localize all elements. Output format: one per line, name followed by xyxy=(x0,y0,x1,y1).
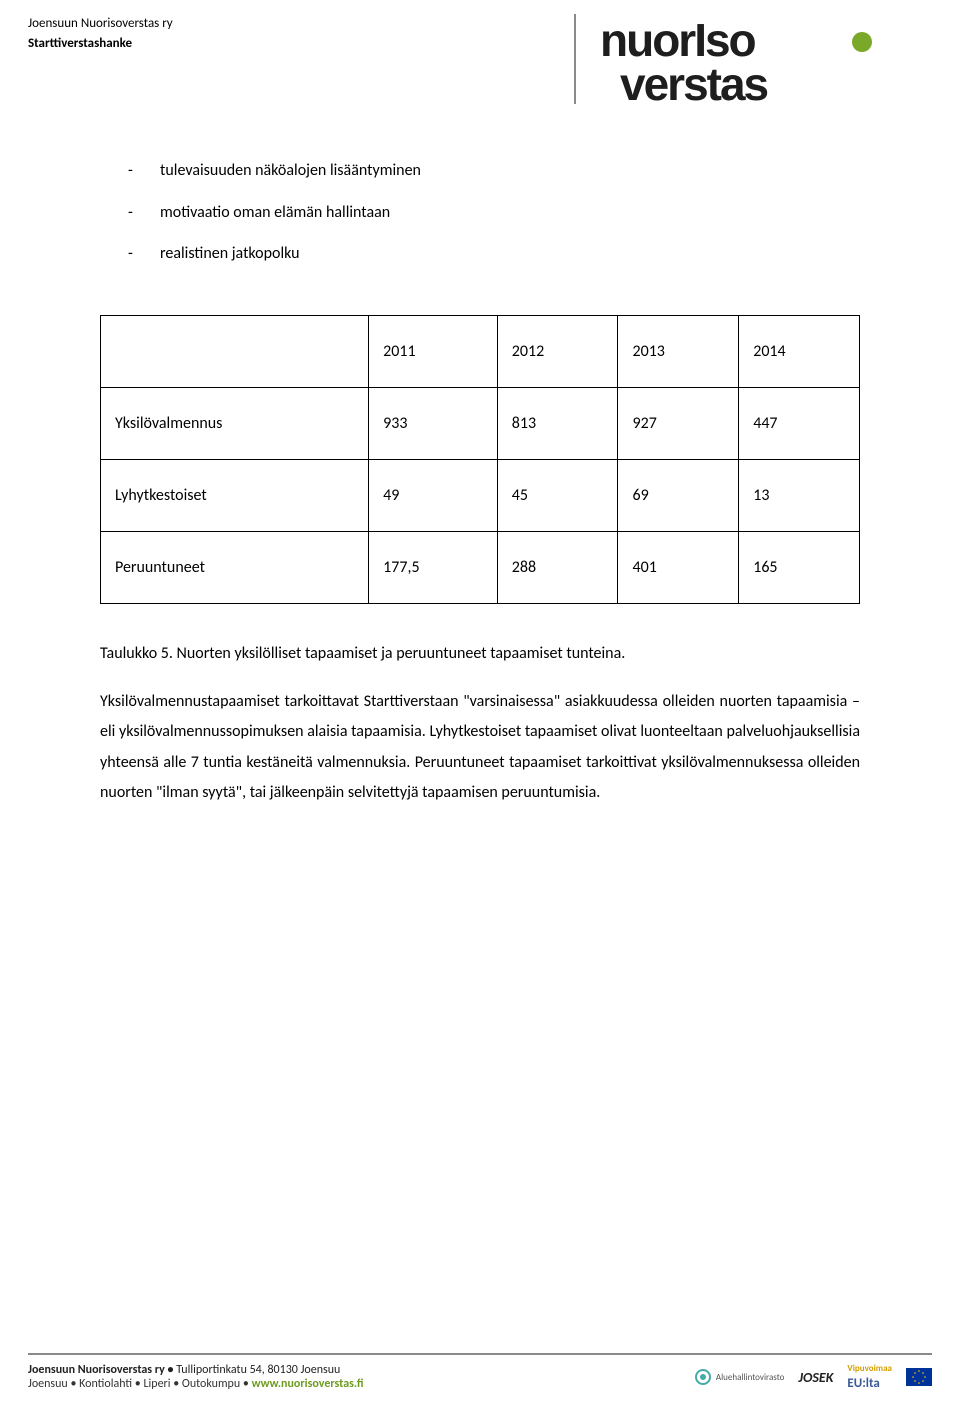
logo-separator xyxy=(574,14,576,104)
body-paragraph: Yksilövalmennustapaamiset tarkoittavat S… xyxy=(100,687,860,809)
table-row: Yksilövalmennus 933 813 927 447 xyxy=(101,387,860,459)
avi-logo: Aluehallintovirasto xyxy=(694,1368,784,1386)
table-cell: 933 xyxy=(369,387,498,459)
table-row: Peruuntuneet 177,5 288 401 165 xyxy=(101,531,860,603)
table-cell: 165 xyxy=(739,531,860,603)
list-item: tulevaisuuden näköalojen lisääntyminen xyxy=(128,150,860,192)
table-col-header: 2013 xyxy=(618,315,739,387)
table-cell: 45 xyxy=(497,459,618,531)
table-col-header: 2012 xyxy=(497,315,618,387)
table-cell: 13 xyxy=(739,459,860,531)
footer-org-name: Joensuun Nuorisoverstas ry xyxy=(28,1363,165,1377)
table-col-header: 2011 xyxy=(369,315,498,387)
list-item: motivaatio oman elämän hallintaan xyxy=(128,192,860,234)
footer-text: Joensuun Nuorisoverstas ry • Tulliportin… xyxy=(28,1363,364,1391)
josek-label: JOSEK xyxy=(798,1369,833,1386)
footer-line2: Joensuu • Kontiolahti • Liperi • Outokum… xyxy=(28,1377,364,1391)
table-cell: 813 xyxy=(497,387,618,459)
table-cell: 401 xyxy=(618,531,739,603)
footer-url: www.nuorisoverstas.fi xyxy=(252,1377,364,1391)
table-cell: 447 xyxy=(739,387,860,459)
list-item: realistinen jatkopolku xyxy=(128,233,860,275)
footer-cities: Joensuu • Kontiolahti • Liperi • Outokum… xyxy=(28,1377,252,1391)
table-caption: Taulukko 5. Nuorten yksilölliset tapaami… xyxy=(100,644,860,663)
vipu-top: Vipuvoimaa xyxy=(847,1364,892,1373)
data-table: 2011 2012 2013 2014 Yksilövalmennus 933 … xyxy=(100,315,860,604)
table-row-label: Yksilövalmennus xyxy=(101,387,369,459)
bullet-list: tulevaisuuden näköalojen lisääntyminen m… xyxy=(128,150,860,275)
table-cell: 49 xyxy=(369,459,498,531)
table-cell: 69 xyxy=(618,459,739,531)
avi-icon xyxy=(694,1368,712,1386)
page-content: tulevaisuuden näköalojen lisääntyminen m… xyxy=(100,150,860,808)
table-cell: 927 xyxy=(618,387,739,459)
footer-logos: Aluehallintovirasto JOSEK Vipuvoimaa EU:… xyxy=(694,1364,932,1390)
table-col-header: 2014 xyxy=(739,315,860,387)
page-footer: Joensuun Nuorisoverstas ry • Tulliportin… xyxy=(28,1353,932,1391)
vipuvoimaa-logo: Vipuvoimaa EU:lta xyxy=(847,1364,892,1390)
table-cell: 288 xyxy=(497,531,618,603)
table-row-label: Lyhytkestoiset xyxy=(101,459,369,531)
eu-flag-icon xyxy=(906,1368,932,1386)
table-cell: 177,5 xyxy=(369,531,498,603)
footer-address: Tulliportinkatu 54, 80130 Joensuu xyxy=(176,1363,340,1377)
table-row-label: Peruuntuneet xyxy=(101,531,369,603)
footer-line1: Joensuun Nuorisoverstas ry • Tulliportin… xyxy=(28,1363,364,1377)
vipu-bottom: EU:lta xyxy=(847,1377,879,1390)
table-row: Lyhytkestoiset 49 45 69 13 xyxy=(101,459,860,531)
logo-svg: nuorIso verstas xyxy=(600,14,880,109)
footer-sep: • xyxy=(165,1363,176,1377)
avi-label: Aluehallintovirasto xyxy=(716,1372,784,1383)
table-empty-cell xyxy=(101,315,369,387)
table-header-row: 2011 2012 2013 2014 xyxy=(101,315,860,387)
josek-logo: JOSEK xyxy=(798,1369,833,1386)
logo-accent-dot xyxy=(852,32,872,52)
logo-word2: verstas xyxy=(620,58,768,109)
nuorisoverstas-logo: nuorIso verstas xyxy=(600,14,880,109)
eu-logo xyxy=(906,1368,932,1386)
